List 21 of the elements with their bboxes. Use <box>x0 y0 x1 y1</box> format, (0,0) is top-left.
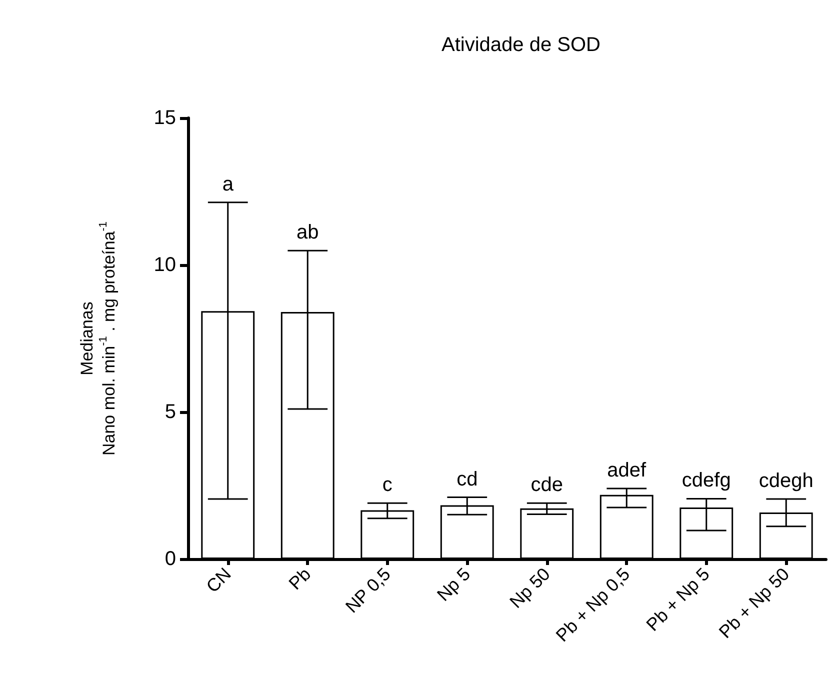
chart-title: Atividade de SOD <box>442 34 600 56</box>
x-tick-label: Pb + Np 50 <box>715 564 794 642</box>
x-tick-label: Pb + Np 0,5 <box>552 564 634 646</box>
annotation: cd <box>456 468 478 490</box>
annotation: cde <box>530 474 563 496</box>
annotation: ab <box>296 222 319 244</box>
x-tick-label: Np 5 <box>433 564 474 605</box>
annotation: a <box>222 173 234 196</box>
y-tick-label: 10 <box>154 254 176 276</box>
annotation: cdefg <box>682 470 731 492</box>
x-tick-label: CN <box>202 564 235 596</box>
annotation: c <box>382 474 392 496</box>
x-tick-label: NP 0,5 <box>342 564 394 617</box>
x-tick-label: Pb <box>285 564 315 594</box>
x-tick-label: Pb + Np 5 <box>642 564 714 635</box>
annotation: adef <box>607 459 647 482</box>
y-tick-label: 15 <box>154 107 176 129</box>
y-tick-label: 5 <box>164 401 176 423</box>
annotation: cdegh <box>758 470 814 492</box>
y-tick-label: 0 <box>164 548 176 570</box>
x-tick-label: Np 50 <box>506 564 554 612</box>
